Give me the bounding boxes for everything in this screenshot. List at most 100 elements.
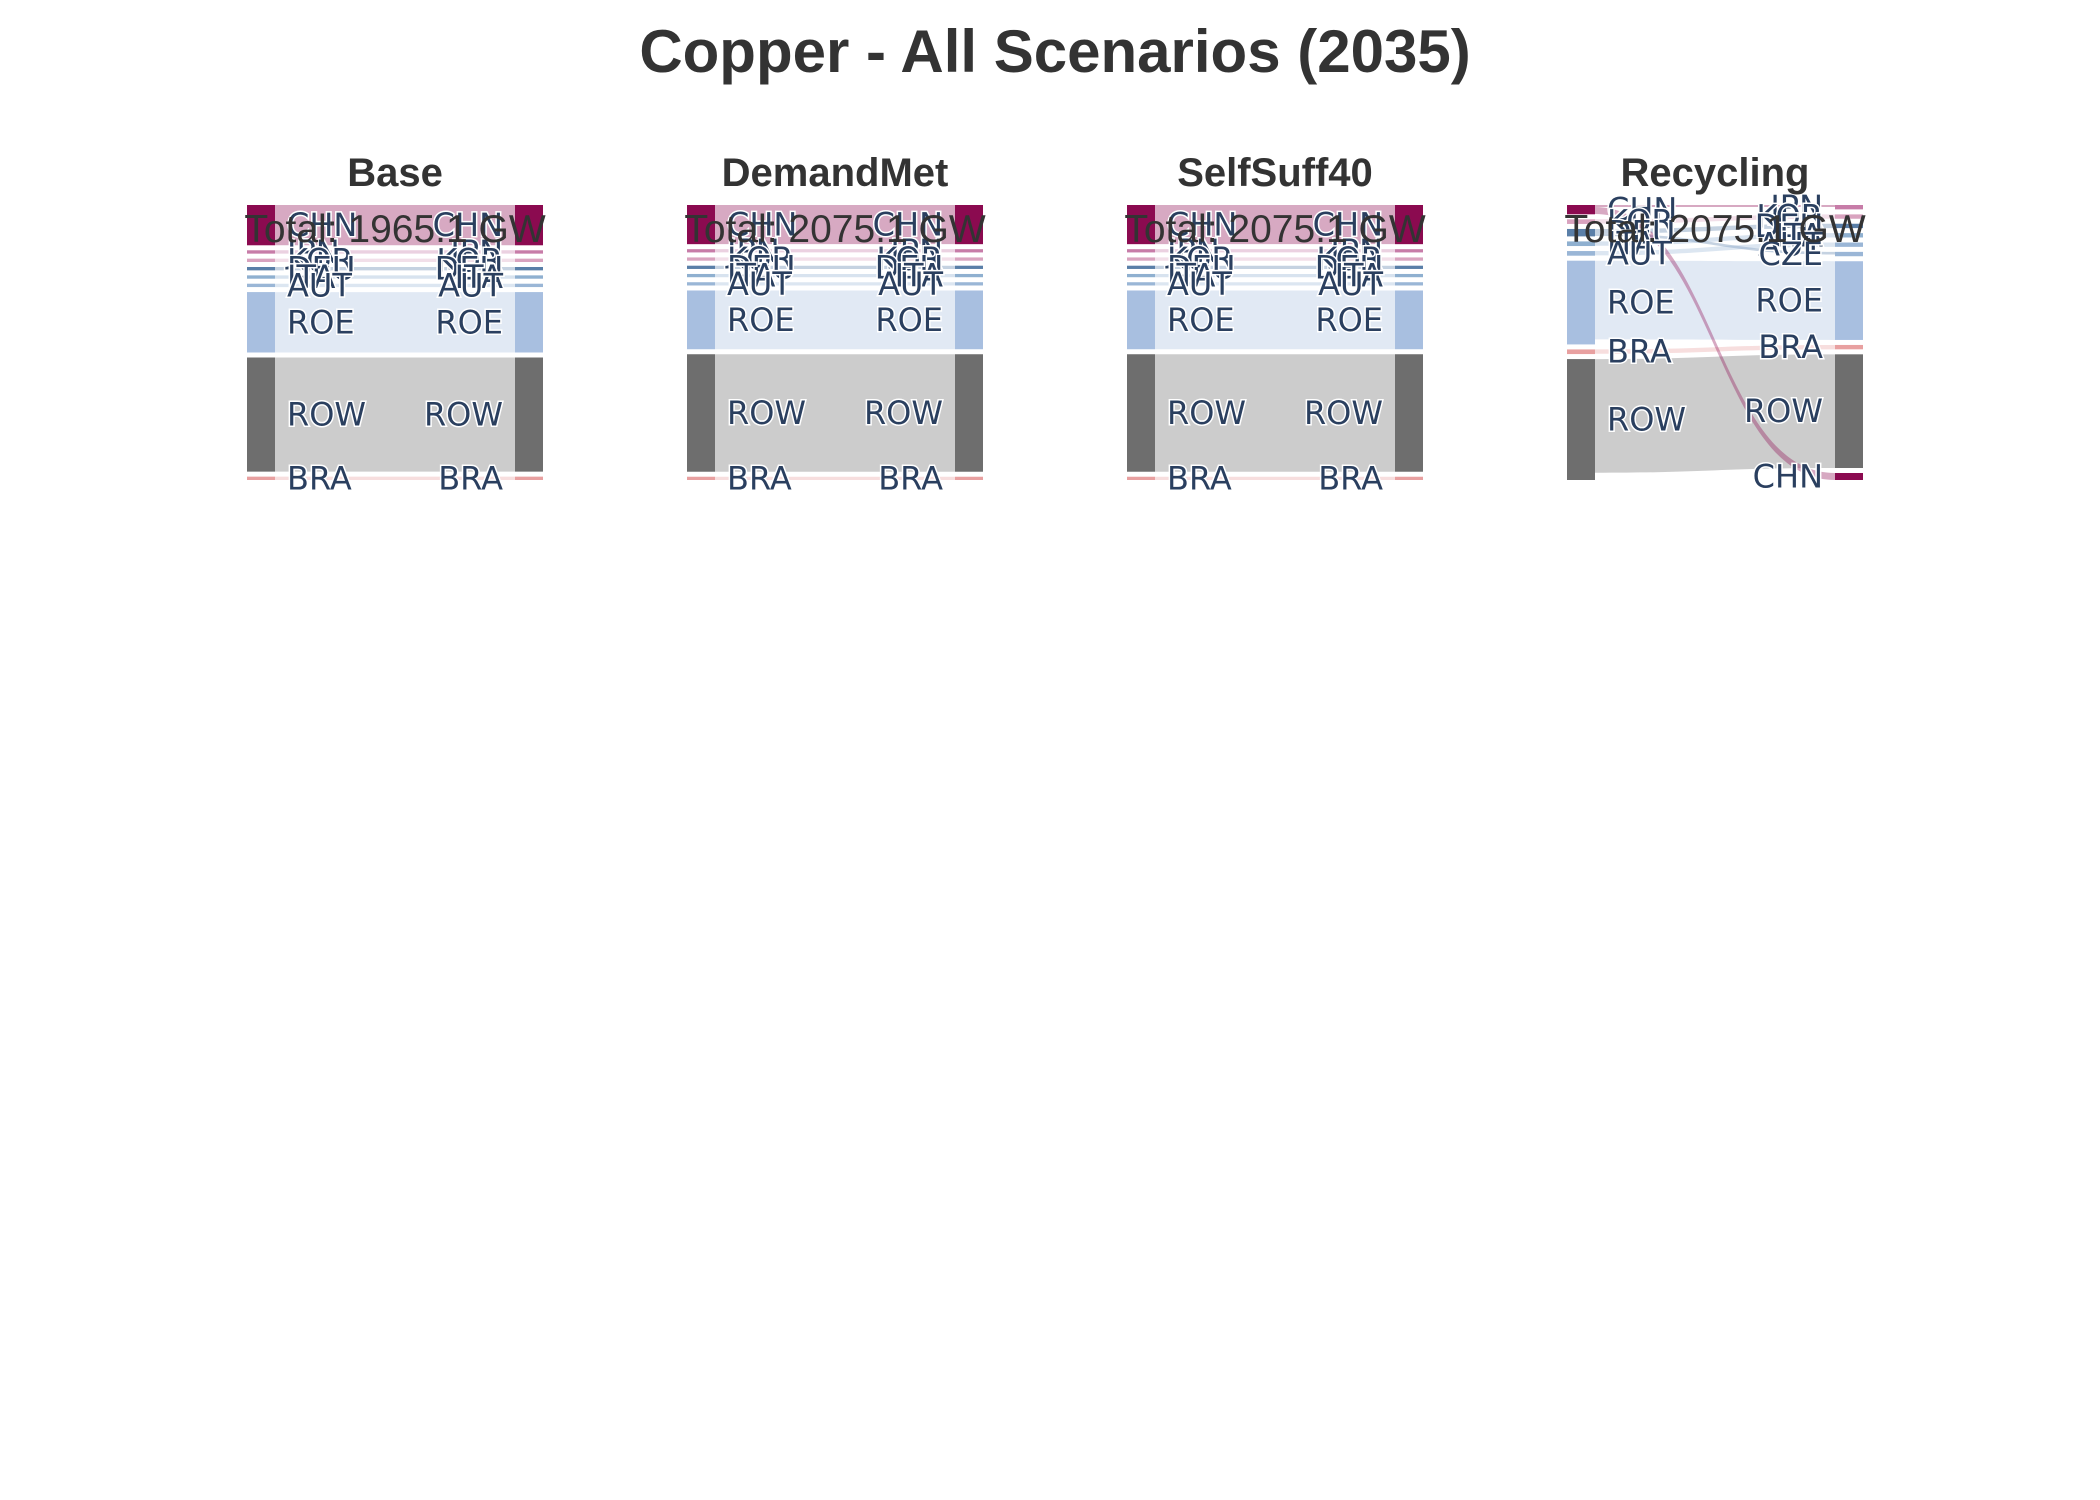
sankey-link-chn-chn — [275, 205, 515, 246]
sankey-link-deu-deu — [1155, 265, 1395, 269]
sankey-link-row-row — [1595, 354, 1835, 473]
panel-title: Base — [347, 151, 443, 195]
sankey-links — [275, 205, 515, 480]
target-node-chn — [1395, 205, 1423, 245]
sankey-link-kor-kor — [275, 258, 515, 262]
source-node-label-kor: KOR — [1607, 203, 1674, 241]
target-node-label-jpn: JPN — [448, 233, 503, 271]
source-node-ita — [247, 275, 275, 279]
source-node-chn — [1567, 205, 1595, 215]
sankey-panel-demandmet: CHNJPNKORDEUITAAUTROEROWBRACHNJPNKORDEUI… — [684, 151, 986, 499]
target-node-jpn — [515, 250, 543, 254]
target-node-kor — [515, 258, 543, 262]
target-node-deu — [955, 265, 983, 269]
source-node-kor — [247, 258, 275, 262]
sankey-link-ita-ita — [275, 275, 515, 279]
source-node-jpn — [247, 250, 275, 254]
target-node-aut — [1395, 282, 1423, 286]
source-node-label-bra: BRA — [1607, 333, 1672, 371]
target-node-label-ita: ITA — [1775, 216, 1824, 254]
target-node-label-ita: ITA — [895, 257, 944, 295]
target-node-jpn — [955, 249, 983, 253]
source-node-roe — [687, 290, 715, 350]
sankey-link-roe-roe — [1155, 290, 1395, 350]
source-node-roe — [1567, 260, 1595, 345]
target-node-row — [955, 354, 983, 472]
sankey-link-aut-aut — [1595, 242, 1835, 256]
source-node-label-chn: CHN — [287, 206, 357, 244]
sankey-link-deu-deu — [715, 265, 955, 269]
target-node-label-roe: ROE — [1315, 301, 1383, 339]
source-node-label-deu: DEU — [1167, 248, 1235, 286]
sankey-panels: CHNJPNKORDEUITAAUTROEROWBRACHNJPNKORDEUI… — [244, 151, 1866, 499]
source-node-label-aut: AUT — [287, 266, 352, 304]
panel-total-label: Total: 2075.1 GW — [1564, 208, 1866, 251]
target-node-label-roe: ROE — [1755, 282, 1823, 320]
source-node-label-jpn: JPN — [285, 233, 340, 271]
sankey-link-deu-cze — [1595, 233, 1835, 255]
sankey-link-row-row — [275, 357, 515, 472]
source-node-label-jpn: JPN — [1165, 232, 1220, 270]
source-node-deu — [1567, 228, 1595, 237]
target-node-label-row: ROW — [1744, 392, 1823, 430]
sankey-link-bra-bra — [715, 476, 955, 480]
sankey-panel-recycling: CHNKORDEUITAAUTROEBRAROWJPNKORDEUITAAUTC… — [1564, 151, 1866, 497]
target-node-label-aut: AUT — [878, 265, 943, 303]
target-node-label-roe: ROE — [875, 301, 943, 339]
target-node-label-bra: BRA — [438, 459, 503, 497]
sankey-link-chn-jpn — [1595, 205, 1835, 207]
source-node-row — [1567, 359, 1595, 480]
target-node-aut — [955, 282, 983, 286]
source-node-label-deu: DEU — [287, 250, 355, 288]
source-node-row — [247, 357, 275, 472]
target-node-label-cze: CZE — [1759, 235, 1823, 273]
target-node-kor — [1395, 257, 1423, 261]
sankey-link-jpn-jpn — [1155, 249, 1395, 253]
target-node-row — [1835, 354, 1863, 469]
source-node-label-ita: ITA — [727, 257, 776, 295]
sankey-links — [1155, 205, 1395, 480]
sankey-link-roe-roe — [275, 292, 515, 353]
target-node-label-aut: AUT — [1758, 226, 1823, 264]
target-node-label-aut: AUT — [1318, 265, 1383, 303]
target-node-deu — [515, 267, 543, 271]
sankey-panel-base: CHNJPNKORDEUITAAUTROEROWBRACHNJPNKORDEUI… — [244, 151, 546, 499]
target-node-label-row: ROW — [1304, 394, 1383, 432]
target-node-cze — [1835, 251, 1863, 257]
source-node-label-row: ROW — [287, 396, 366, 434]
target-node-label-bra: BRA — [878, 459, 943, 497]
source-node-kor — [1567, 219, 1595, 224]
target-node-jpn — [1835, 205, 1863, 210]
source-node-label-row: ROW — [1167, 394, 1246, 432]
sankey-link-kor-kor — [715, 257, 955, 261]
sankey-link-row-row — [1155, 354, 1395, 472]
sankey-links — [1595, 205, 1835, 480]
sankey-link-chn-chn — [1155, 205, 1395, 245]
target-node-roe — [955, 290, 983, 350]
sankey-link-kor-kor — [1595, 214, 1835, 224]
target-node-label-row: ROW — [864, 394, 943, 432]
source-node-bra — [687, 476, 715, 480]
target-node-bra — [1395, 476, 1423, 480]
target-node-ita — [955, 273, 983, 278]
sankey-link-kor-kor — [1155, 257, 1395, 261]
sankey-link-chn-chn — [715, 205, 955, 245]
source-node-label-aut: AUT — [1607, 234, 1672, 272]
target-node-chn — [1835, 473, 1863, 480]
source-node-label-chn: CHN — [1167, 206, 1237, 244]
source-node-ita — [1127, 273, 1155, 278]
target-node-aut — [1835, 242, 1863, 247]
panel-title: DemandMet — [722, 151, 949, 195]
target-node-bra — [1835, 344, 1863, 350]
target-node-row — [515, 357, 543, 472]
sankey-link-jpn-jpn — [715, 249, 955, 253]
source-node-label-kor: KOR — [1167, 240, 1234, 278]
source-node-aut — [1567, 251, 1595, 256]
source-node-roe — [1127, 290, 1155, 350]
source-node-label-row: ROW — [1607, 401, 1686, 439]
sankey-link-chn-chn — [1595, 207, 1835, 480]
source-node-label-roe: ROE — [1607, 284, 1675, 322]
source-node-deu — [247, 267, 275, 271]
sankey-link-deu-deu — [1595, 223, 1835, 234]
